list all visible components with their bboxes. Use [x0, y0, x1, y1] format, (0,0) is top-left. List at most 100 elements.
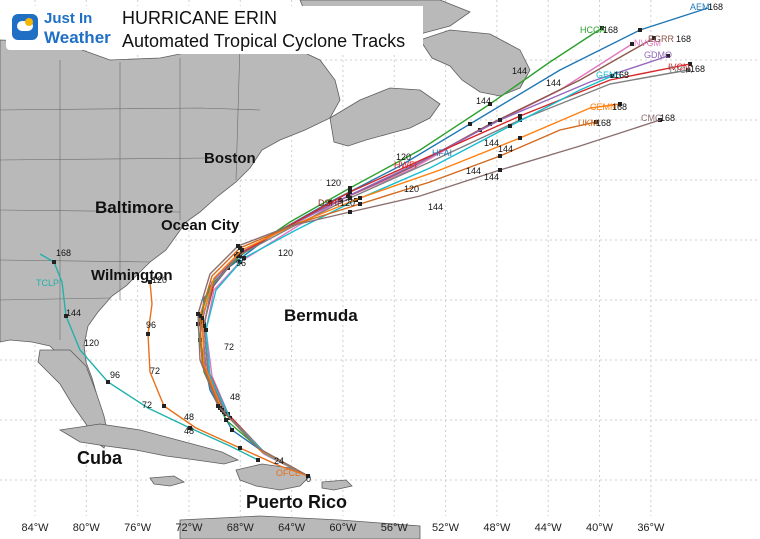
brand-line2: Weather: [44, 28, 111, 47]
track-annotation: 144: [466, 166, 481, 176]
track-annotation: TVCA: [668, 65, 692, 75]
longitude-label: 56°W: [380, 522, 408, 534]
label-cuba: Cuba: [77, 448, 122, 468]
south-america: [179, 515, 421, 539]
track-point: [242, 256, 246, 260]
track-annotation: 120: [84, 338, 99, 348]
track-annotation: 48: [184, 412, 194, 422]
track-point: [594, 120, 598, 124]
map-subtitle: Automated Tropical Cyclone Tracks: [122, 31, 406, 51]
track-point: [498, 154, 502, 158]
track-line: [199, 7, 709, 477]
track-annotation: 48: [230, 392, 240, 402]
sun-cloud-logo-icon: [12, 14, 38, 40]
track-point: [652, 36, 656, 40]
track-annotation: 48: [184, 426, 194, 436]
track-annotation: 144: [484, 138, 499, 148]
longitude-label: 84°W: [21, 522, 49, 534]
track-point: [236, 254, 240, 258]
label-ocean-city: Ocean City: [161, 217, 240, 234]
label-bermuda: Bermuda: [284, 306, 358, 325]
track-point: [106, 380, 110, 384]
track-point: [348, 210, 352, 214]
track-ofcl: [146, 280, 310, 478]
track-annotation: 144: [66, 308, 81, 318]
track-point: [358, 196, 362, 200]
brand-badge: Just In Weather: [6, 6, 114, 50]
track-annotation: 72: [224, 342, 234, 352]
track-point: [328, 200, 332, 204]
track-annotation: NVGM: [634, 38, 661, 48]
track-annotation: 168: [708, 2, 723, 12]
track-annotation: UKM: [578, 118, 598, 128]
track-annotation: 120: [340, 198, 355, 208]
track-annotation: 24: [274, 456, 284, 466]
track-point: [162, 404, 166, 408]
brand-line1: Just In: [44, 10, 93, 27]
track-point: [224, 418, 228, 422]
track-point: [688, 62, 692, 66]
track-point: [518, 118, 522, 122]
track-point: [358, 202, 362, 206]
label-puerto-rico: Puerto Rico: [246, 492, 348, 512]
track-annotation: GENS: [596, 70, 622, 80]
track-annotation: HCCA: [580, 25, 606, 35]
track-point: [188, 426, 192, 430]
track-point: [236, 244, 240, 248]
track-point: [508, 124, 512, 128]
track-point: [686, 68, 690, 72]
track-tclp: [39, 253, 260, 462]
track-point: [498, 118, 502, 122]
title-box: HURRICANE ERIN Automated Tropical Cyclon…: [118, 6, 423, 54]
track-annotation: CEMN: [590, 102, 617, 112]
maritimes: [329, 87, 441, 147]
track-annotation: 144: [484, 172, 499, 182]
track-annotation: 168: [690, 64, 705, 74]
longitude-label: 80°W: [72, 522, 100, 534]
track-point: [618, 102, 622, 106]
track-point: [610, 74, 614, 78]
jamaica: [149, 475, 185, 487]
track-annotation: HWFI: [394, 160, 417, 170]
longitude-label: 60°W: [329, 522, 357, 534]
track-point: [202, 324, 206, 328]
track-line: [39, 253, 259, 461]
track-point: [196, 312, 200, 316]
track-annotation: 96: [236, 258, 246, 268]
track-annotation: GDMO: [644, 50, 672, 60]
track-point: [666, 54, 670, 58]
track-annotation: 96: [110, 370, 120, 380]
track-point: [518, 136, 522, 140]
track-point: [498, 168, 502, 172]
track-annotation: 168: [56, 248, 71, 258]
track-point: [658, 118, 662, 122]
track-point: [148, 280, 152, 284]
track-annotation: HFAI: [432, 148, 452, 158]
track-annotation: AEMI: [690, 2, 712, 12]
longitude-label: 64°W: [278, 522, 306, 534]
track-point: [488, 102, 492, 106]
track-annotation: CMC: [641, 113, 662, 123]
track-point: [146, 332, 150, 336]
label-boston: Boston: [204, 150, 256, 167]
track-annotation: EGRR: [648, 34, 675, 44]
track-annotation: IVCN: [668, 62, 690, 72]
track-annotation: DSHP: [318, 198, 343, 208]
track-point: [64, 314, 68, 318]
longitude-label: 44°W: [534, 522, 562, 534]
longitude-label: 40°W: [586, 522, 614, 534]
label-baltimore: Baltimore: [95, 198, 174, 217]
longitude-label: 52°W: [432, 522, 460, 534]
track-point: [638, 28, 642, 32]
longitude-label: 68°W: [226, 522, 254, 534]
map-title: HURRICANE ERIN: [122, 8, 278, 28]
track-annotation: 168: [603, 25, 618, 35]
newfoundland: [419, 29, 531, 97]
track-annotation: 168: [596, 118, 611, 128]
longitude-label: 72°W: [175, 522, 203, 534]
track-annotation: 72: [142, 400, 152, 410]
track-annotation: 144: [512, 66, 527, 76]
